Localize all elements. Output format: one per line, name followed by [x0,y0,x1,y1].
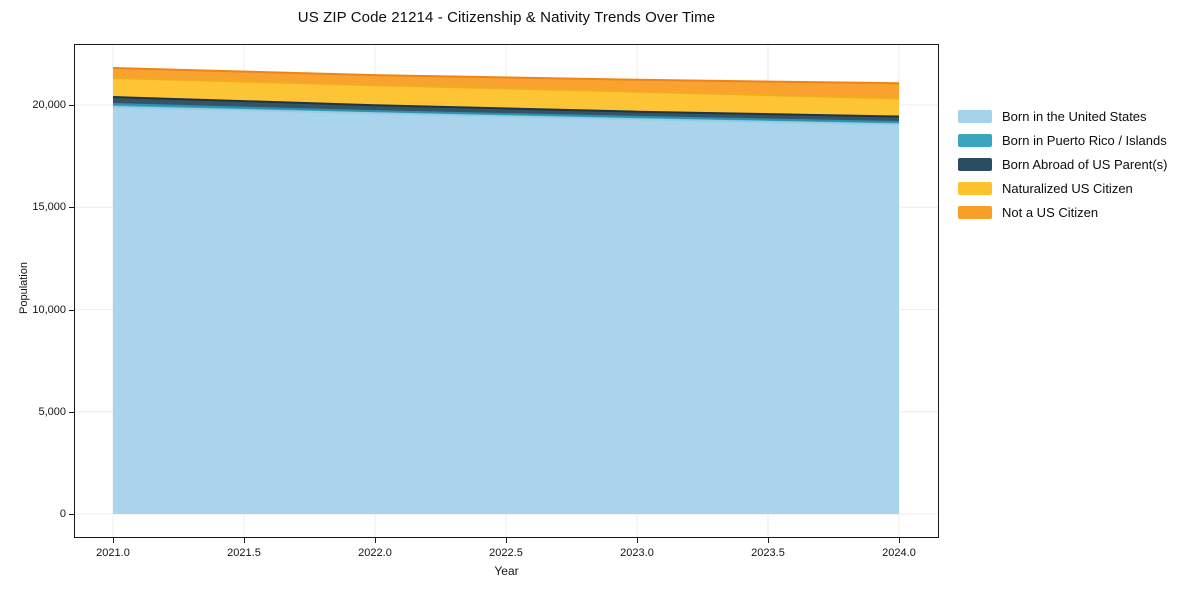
legend-swatch-2 [958,157,992,171]
legend-label: Born Abroad of US Parent(s) [1002,156,1168,172]
legend-swatch-4 [958,205,992,219]
area-series-3 [113,78,899,117]
stacked-area-plot [75,45,938,537]
y-tick-label: 10,000 [32,303,66,316]
area-top-line-4 [112,67,900,85]
y-tick-label: 15,000 [32,201,66,214]
legend-label: Born in Puerto Rico / Islands [1002,132,1167,148]
area-top-line-2 [112,96,900,118]
area-series-4 [113,68,899,99]
x-tick-label: 2023.0 [620,547,654,559]
legend-item[interactable]: Naturalized US Citizen [958,176,1167,200]
x-tick-label: 2023.5 [751,547,785,559]
legend-label: Born in the United States [1002,108,1147,124]
area-top-line-1 [112,103,900,123]
legend-swatch-0 [958,109,992,123]
x-tick-label: 2024.0 [882,547,916,559]
y-tick-label: 20,000 [32,99,66,111]
x-tick-mark [244,538,245,543]
legend-item[interactable]: Born in the United States [958,104,1167,128]
x-tick-mark [637,538,638,543]
legend-label: Not a US Citizen [1002,204,1099,220]
legend-item[interactable]: Born Abroad of US Parent(s) [958,152,1167,176]
x-tick-label: 2021.5 [227,547,261,559]
legend-swatch-1 [958,133,992,147]
x-tick-mark [899,538,900,543]
y-tick-label: 5,000 [38,405,66,418]
x-tick-label: 2021.0 [96,547,130,559]
legend-item[interactable]: Born in Puerto Rico / Islands [958,128,1167,152]
x-tick-mark [506,538,507,543]
legend-swatch-3 [958,181,992,195]
x-tick-label: 2022.0 [358,547,392,559]
x-tick-mark [113,538,114,543]
y-tick-mark [69,105,74,106]
y-tick-mark [69,207,74,209]
area-top-line-3 [112,77,900,100]
y-axis-title: Population [18,262,30,314]
area-series-0 [113,107,899,514]
y-tick-mark [69,411,74,413]
area-top-line-0 [112,106,900,126]
legend-item[interactable]: Not a US Citizen [958,200,1167,224]
x-tick-label: 2022.5 [489,547,523,559]
y-tick-mark [69,309,74,311]
chart-title: US ZIP Code 21214 - Citizenship & Nativi… [297,9,716,26]
legend-label: Naturalized US Citizen [1002,180,1133,196]
x-axis-title: Year [494,564,519,578]
y-tick-label: 0 [59,508,66,520]
legend: Born in the United States Born in Puerto … [958,104,1167,224]
x-tick-mark [375,538,376,543]
plot-area [74,44,939,538]
y-tick-mark [69,514,74,515]
x-tick-mark [768,538,769,543]
